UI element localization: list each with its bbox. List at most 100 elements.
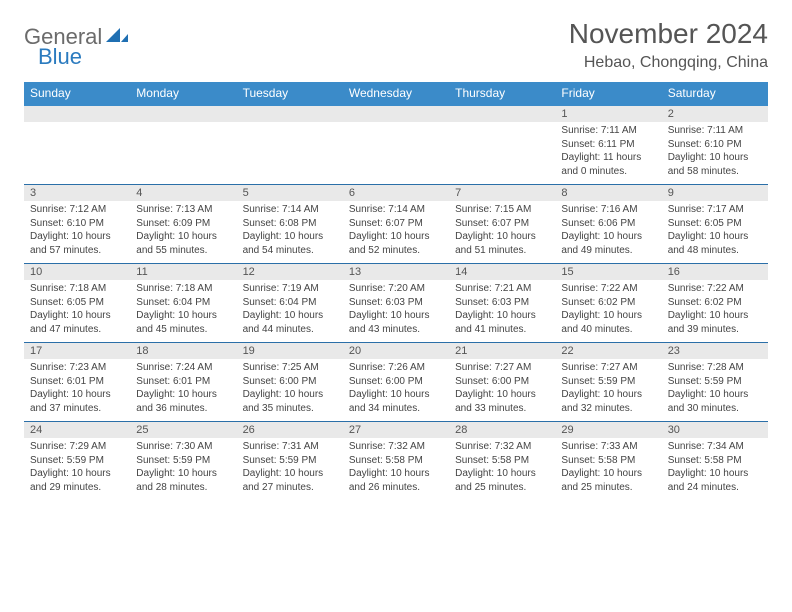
daylight-line: Daylight: 10 hours and 39 minutes.: [668, 309, 762, 336]
daylight-line: Daylight: 10 hours and 35 minutes.: [243, 388, 337, 415]
sunrise-line: Sunrise: 7:19 AM: [243, 282, 337, 296]
sunrise-line: Sunrise: 7:15 AM: [455, 203, 549, 217]
sunset-line: Sunset: 6:09 PM: [136, 217, 230, 231]
daylight-line: Daylight: 10 hours and 49 minutes.: [561, 230, 655, 257]
day-number-cell: 8: [555, 185, 661, 202]
sunset-line: Sunset: 6:02 PM: [668, 296, 762, 310]
day-detail-cell: Sunrise: 7:21 AMSunset: 6:03 PMDaylight:…: [449, 280, 555, 343]
day-detail-cell: [130, 122, 236, 185]
daylight-line: Daylight: 10 hours and 40 minutes.: [561, 309, 655, 336]
sunrise-line: Sunrise: 7:24 AM: [136, 361, 230, 375]
sunset-line: Sunset: 6:05 PM: [30, 296, 124, 310]
sunrise-line: Sunrise: 7:12 AM: [30, 203, 124, 217]
day-detail-cell: Sunrise: 7:22 AMSunset: 6:02 PMDaylight:…: [662, 280, 768, 343]
day-number-cell: 26: [237, 422, 343, 439]
daylight-line: Daylight: 10 hours and 33 minutes.: [455, 388, 549, 415]
day-number-cell: 12: [237, 264, 343, 281]
sunset-line: Sunset: 5:58 PM: [349, 454, 443, 468]
day-number-cell: 20: [343, 343, 449, 360]
header: General November 2024 Hebao, Chongqing, …: [24, 18, 768, 72]
daylight-line: Daylight: 10 hours and 24 minutes.: [668, 467, 762, 494]
sunset-line: Sunset: 6:01 PM: [136, 375, 230, 389]
daylight-line: Daylight: 10 hours and 54 minutes.: [243, 230, 337, 257]
calendar-head: SundayMondayTuesdayWednesdayThursdayFrid…: [24, 82, 768, 105]
day-number-cell: 24: [24, 422, 130, 439]
sunrise-line: Sunrise: 7:28 AM: [668, 361, 762, 375]
day-number-cell: 29: [555, 422, 661, 439]
daylight-line: Daylight: 10 hours and 34 minutes.: [349, 388, 443, 415]
day-detail-cell: Sunrise: 7:28 AMSunset: 5:59 PMDaylight:…: [662, 359, 768, 422]
day-detail-cell: Sunrise: 7:24 AMSunset: 6:01 PMDaylight:…: [130, 359, 236, 422]
sunset-line: Sunset: 6:06 PM: [561, 217, 655, 231]
daylight-line: Daylight: 10 hours and 36 minutes.: [136, 388, 230, 415]
day-number-row: 12: [24, 105, 768, 122]
daylight-line: Daylight: 10 hours and 44 minutes.: [243, 309, 337, 336]
day-number-cell: 25: [130, 422, 236, 439]
sunrise-line: Sunrise: 7:30 AM: [136, 440, 230, 454]
day-number-cell: 17: [24, 343, 130, 360]
sunrise-line: Sunrise: 7:17 AM: [668, 203, 762, 217]
day-detail-cell: Sunrise: 7:13 AMSunset: 6:09 PMDaylight:…: [130, 201, 236, 264]
sunset-line: Sunset: 6:10 PM: [668, 138, 762, 152]
sunset-line: Sunset: 6:03 PM: [349, 296, 443, 310]
daylight-line: Daylight: 10 hours and 28 minutes.: [136, 467, 230, 494]
sunset-line: Sunset: 5:59 PM: [561, 375, 655, 389]
day-detail-cell: Sunrise: 7:15 AMSunset: 6:07 PMDaylight:…: [449, 201, 555, 264]
sunset-line: Sunset: 5:59 PM: [243, 454, 337, 468]
sunset-line: Sunset: 6:05 PM: [668, 217, 762, 231]
day-detail-cell: Sunrise: 7:23 AMSunset: 6:01 PMDaylight:…: [24, 359, 130, 422]
sunrise-line: Sunrise: 7:16 AM: [561, 203, 655, 217]
daylight-line: Daylight: 10 hours and 48 minutes.: [668, 230, 762, 257]
sunrise-line: Sunrise: 7:34 AM: [668, 440, 762, 454]
day-number-cell: 30: [662, 422, 768, 439]
sunset-line: Sunset: 6:01 PM: [30, 375, 124, 389]
day-number-cell: 19: [237, 343, 343, 360]
day-number-row: 24252627282930: [24, 422, 768, 439]
sunset-line: Sunset: 6:08 PM: [243, 217, 337, 231]
day-number-cell: 10: [24, 264, 130, 281]
daylight-line: Daylight: 10 hours and 58 minutes.: [668, 151, 762, 178]
logo-text-blue: Blue: [38, 44, 82, 69]
day-detail-cell: Sunrise: 7:31 AMSunset: 5:59 PMDaylight:…: [237, 438, 343, 500]
day-detail-cell: [343, 122, 449, 185]
daylight-line: Daylight: 10 hours and 25 minutes.: [561, 467, 655, 494]
day-number-row: 10111213141516: [24, 264, 768, 281]
sunrise-line: Sunrise: 7:18 AM: [136, 282, 230, 296]
sunrise-line: Sunrise: 7:33 AM: [561, 440, 655, 454]
day-detail-cell: Sunrise: 7:20 AMSunset: 6:03 PMDaylight:…: [343, 280, 449, 343]
day-detail-row: Sunrise: 7:23 AMSunset: 6:01 PMDaylight:…: [24, 359, 768, 422]
day-number-cell: 23: [662, 343, 768, 360]
daylight-line: Daylight: 10 hours and 47 minutes.: [30, 309, 124, 336]
day-number-cell: 18: [130, 343, 236, 360]
sunset-line: Sunset: 6:00 PM: [455, 375, 549, 389]
sunrise-line: Sunrise: 7:25 AM: [243, 361, 337, 375]
day-detail-cell: Sunrise: 7:18 AMSunset: 6:04 PMDaylight:…: [130, 280, 236, 343]
sunrise-line: Sunrise: 7:32 AM: [349, 440, 443, 454]
month-title: November 2024: [569, 18, 768, 50]
day-number-cell: 15: [555, 264, 661, 281]
day-number-cell: 2: [662, 105, 768, 122]
day-header: Wednesday: [343, 82, 449, 105]
day-number-row: 3456789: [24, 185, 768, 202]
daylight-line: Daylight: 10 hours and 55 minutes.: [136, 230, 230, 257]
day-detail-cell: Sunrise: 7:32 AMSunset: 5:58 PMDaylight:…: [449, 438, 555, 500]
sunset-line: Sunset: 6:00 PM: [349, 375, 443, 389]
day-detail-cell: [449, 122, 555, 185]
day-number-cell: 13: [343, 264, 449, 281]
day-number-cell: [449, 105, 555, 122]
day-detail-cell: Sunrise: 7:17 AMSunset: 6:05 PMDaylight:…: [662, 201, 768, 264]
daylight-line: Daylight: 10 hours and 37 minutes.: [30, 388, 124, 415]
day-header: Monday: [130, 82, 236, 105]
sunrise-line: Sunrise: 7:22 AM: [668, 282, 762, 296]
sunset-line: Sunset: 6:07 PM: [455, 217, 549, 231]
sunset-line: Sunset: 6:02 PM: [561, 296, 655, 310]
sunset-line: Sunset: 5:58 PM: [455, 454, 549, 468]
day-header: Tuesday: [237, 82, 343, 105]
sunset-line: Sunset: 6:10 PM: [30, 217, 124, 231]
day-detail-cell: Sunrise: 7:14 AMSunset: 6:08 PMDaylight:…: [237, 201, 343, 264]
day-number-cell: 9: [662, 185, 768, 202]
sunset-line: Sunset: 5:59 PM: [668, 375, 762, 389]
day-detail-cell: Sunrise: 7:11 AMSunset: 6:10 PMDaylight:…: [662, 122, 768, 185]
day-number-cell: 3: [24, 185, 130, 202]
sunrise-line: Sunrise: 7:14 AM: [243, 203, 337, 217]
